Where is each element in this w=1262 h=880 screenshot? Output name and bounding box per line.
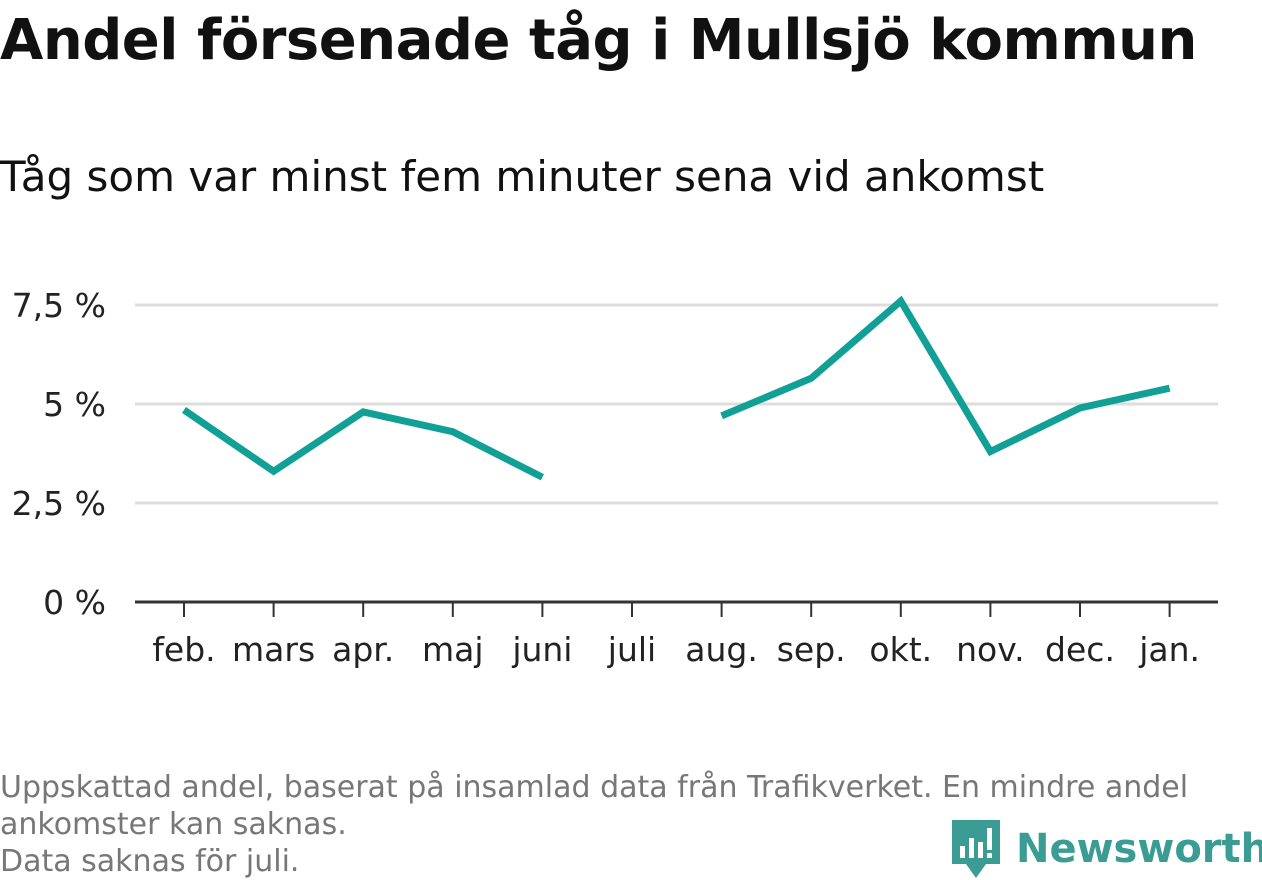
series-lines: [182, 295, 1171, 481]
x-tick-label: mars: [232, 630, 315, 669]
chart-subtitle: Tåg som var minst fem minuter sena vid a…: [0, 152, 1045, 201]
footnote-line-2: ankomster kan saknas.: [0, 807, 347, 842]
footnote: Uppskattad andel, baserat på insamlad da…: [0, 769, 1250, 880]
x-axis: [135, 600, 1218, 617]
line-chart: 0 % 2,5 % 5 % 7,5 % feb. mars apr. maj juni juli…: [12, 286, 1218, 669]
footnote-line-3: Data saknas för juli.: [0, 844, 300, 879]
brand-logo: Newsworthy: [950, 818, 1262, 880]
x-tick-label: juli: [607, 630, 656, 669]
series-line-segment: [720, 295, 1171, 457]
x-tick-label: sep.: [777, 630, 846, 669]
y-tick-label: 5 %: [43, 385, 106, 424]
y-tick-label: 2,5 %: [12, 484, 106, 523]
y-tick-label: 0 %: [43, 583, 106, 622]
y-tick-label: 7,5 %: [12, 286, 106, 325]
x-tick-label: jan.: [1138, 630, 1200, 669]
gridlines: [135, 303, 1218, 505]
x-tick-label: apr.: [332, 630, 394, 669]
x-tick-label: juni: [511, 630, 572, 669]
x-tick-label: maj: [422, 630, 484, 669]
newsworthy-logo-icon: [952, 820, 1000, 878]
series-line-segment: [182, 407, 544, 481]
x-tick-label: okt.: [869, 630, 932, 669]
x-tick-label: aug.: [685, 630, 758, 669]
x-axis-labels: feb. mars apr. maj juni juli aug. sep. okt. nov. d…: [152, 630, 1200, 669]
chart-title: Andel försenade tåg i Mullsjö kommun: [0, 8, 1197, 73]
x-tick-label: dec.: [1045, 630, 1115, 669]
x-tick-label: nov.: [956, 630, 1025, 669]
footnote-line-1: Uppskattad andel, baserat på insamlad da…: [0, 770, 1189, 805]
brand-name: Newsworthy: [1016, 826, 1262, 872]
y-axis-labels: 0 % 2,5 % 5 % 7,5 %: [12, 286, 106, 622]
x-tick-label: feb.: [152, 630, 215, 669]
